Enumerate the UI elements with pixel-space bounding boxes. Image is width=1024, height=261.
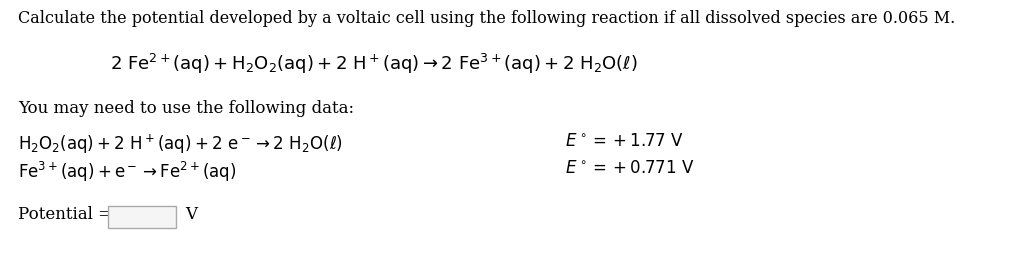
Text: $\mathrm{Fe^{3+}(aq) + e^- \rightarrow Fe^{2+}(aq)}$: $\mathrm{Fe^{3+}(aq) + e^- \rightarrow F… xyxy=(18,160,237,184)
Text: V: V xyxy=(185,206,197,223)
Text: $\mathrm{H_2O_2(aq) + 2\ H^+(aq) + 2\ e^- \rightarrow 2\ H_2O(\ell)}$: $\mathrm{H_2O_2(aq) + 2\ H^+(aq) + 2\ e^… xyxy=(18,133,343,156)
Text: $\mathrm{2\ Fe^{2+}(aq) + H_2O_2(aq) + 2\ H^+(aq) \rightarrow 2\ Fe^{3+}(aq) + 2: $\mathrm{2\ Fe^{2+}(aq) + H_2O_2(aq) + 2… xyxy=(110,52,638,76)
Text: Calculate the potential developed by a voltaic cell using the following reaction: Calculate the potential developed by a v… xyxy=(18,10,955,27)
Text: $E^\circ = +1.77\ \mathrm{V}$: $E^\circ = +1.77\ \mathrm{V}$ xyxy=(565,133,684,150)
Text: $E^\circ = +0.771\ \mathrm{V}$: $E^\circ = +0.771\ \mathrm{V}$ xyxy=(565,160,694,177)
Text: Potential =: Potential = xyxy=(18,206,118,223)
Text: You may need to use the following data:: You may need to use the following data: xyxy=(18,100,354,117)
FancyBboxPatch shape xyxy=(108,206,176,228)
